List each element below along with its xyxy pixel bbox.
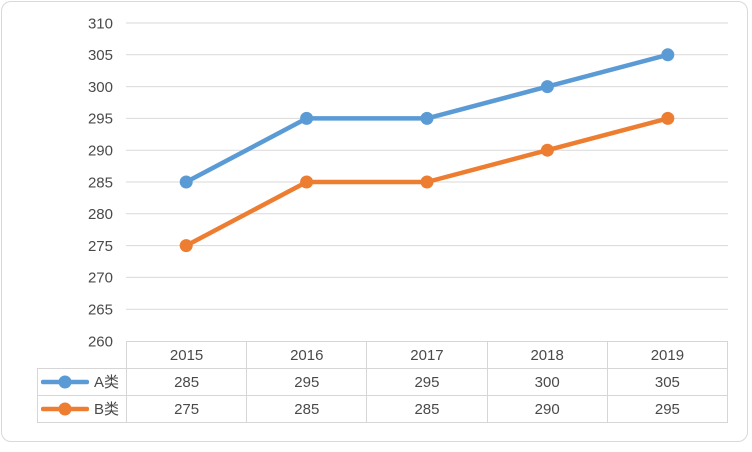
value-cell-A类-2016: 295 — [246, 368, 368, 396]
year-header-cell-2018: 2018 — [486, 341, 608, 369]
table-header-row: 2015 2016 2017 2018 2019 — [38, 341, 729, 369]
year-header-cell-2017: 2017 — [366, 341, 488, 369]
value-cell-B类-2018: 290 — [486, 395, 608, 423]
ytick-label-290: 290 — [88, 142, 113, 159]
year-header-cell-2015: 2015 — [125, 341, 248, 369]
year-header-cell-2016: 2016 — [246, 341, 368, 369]
ytick-label-305: 305 — [88, 47, 113, 64]
legend-line-marker-icon — [41, 375, 89, 389]
value-cell-A类-2017: 295 — [366, 368, 488, 396]
ytick-label-300: 300 — [88, 79, 113, 96]
table-corner-cell — [38, 342, 127, 369]
ytick-label-270: 270 — [88, 270, 113, 287]
ytick-label-275: 275 — [88, 238, 113, 255]
value-cell-B类-2019: 295 — [606, 395, 729, 423]
data-point-B类-2019 — [661, 111, 675, 125]
value-cell-A类-2019: 305 — [606, 368, 729, 396]
value-cell-A类-2015: 285 — [125, 368, 248, 396]
legend-cell-A类: A类 — [37, 368, 127, 396]
data-point-B类-2016 — [300, 175, 314, 189]
legend-line-marker-icon — [41, 402, 89, 416]
data-point-A类-2018 — [540, 80, 554, 94]
data-point-A类-2015 — [179, 175, 193, 189]
legend-label: A类 — [94, 373, 120, 391]
value-cell-A类-2018: 300 — [486, 368, 608, 396]
data-point-A类-2016 — [300, 111, 314, 125]
data-point-B类-2018 — [540, 143, 554, 157]
value-cell-B类-2017: 285 — [366, 395, 488, 423]
year-header-cell-2019: 2019 — [606, 341, 729, 369]
value-cell-B类-2016: 285 — [246, 395, 368, 423]
table-row-A类: A类 285 295 295 300 305 — [37, 368, 729, 396]
legend-cell-B类: B类 — [37, 395, 127, 423]
ytick-label-280: 280 — [88, 206, 113, 223]
ytick-label-260: 260 — [88, 333, 113, 350]
ytick-label-265: 265 — [88, 301, 113, 318]
value-cell-B类-2015: 275 — [125, 395, 248, 423]
data-point-A类-2017 — [420, 111, 434, 125]
table-row-B类: B类 275 285 285 290 295 — [37, 395, 729, 423]
ytick-label-310: 310 — [88, 15, 113, 32]
chart-data-table: 2015 2016 2017 2018 2019 A类 285 295 295 300 305 B类… — [37, 341, 729, 423]
ytick-label-295: 295 — [88, 111, 113, 128]
legend-label: B类 — [94, 400, 120, 418]
data-point-B类-2015 — [179, 239, 193, 253]
data-point-A类-2019 — [661, 48, 675, 62]
data-point-B类-2017 — [420, 175, 434, 189]
ytick-label-285: 285 — [88, 174, 113, 191]
